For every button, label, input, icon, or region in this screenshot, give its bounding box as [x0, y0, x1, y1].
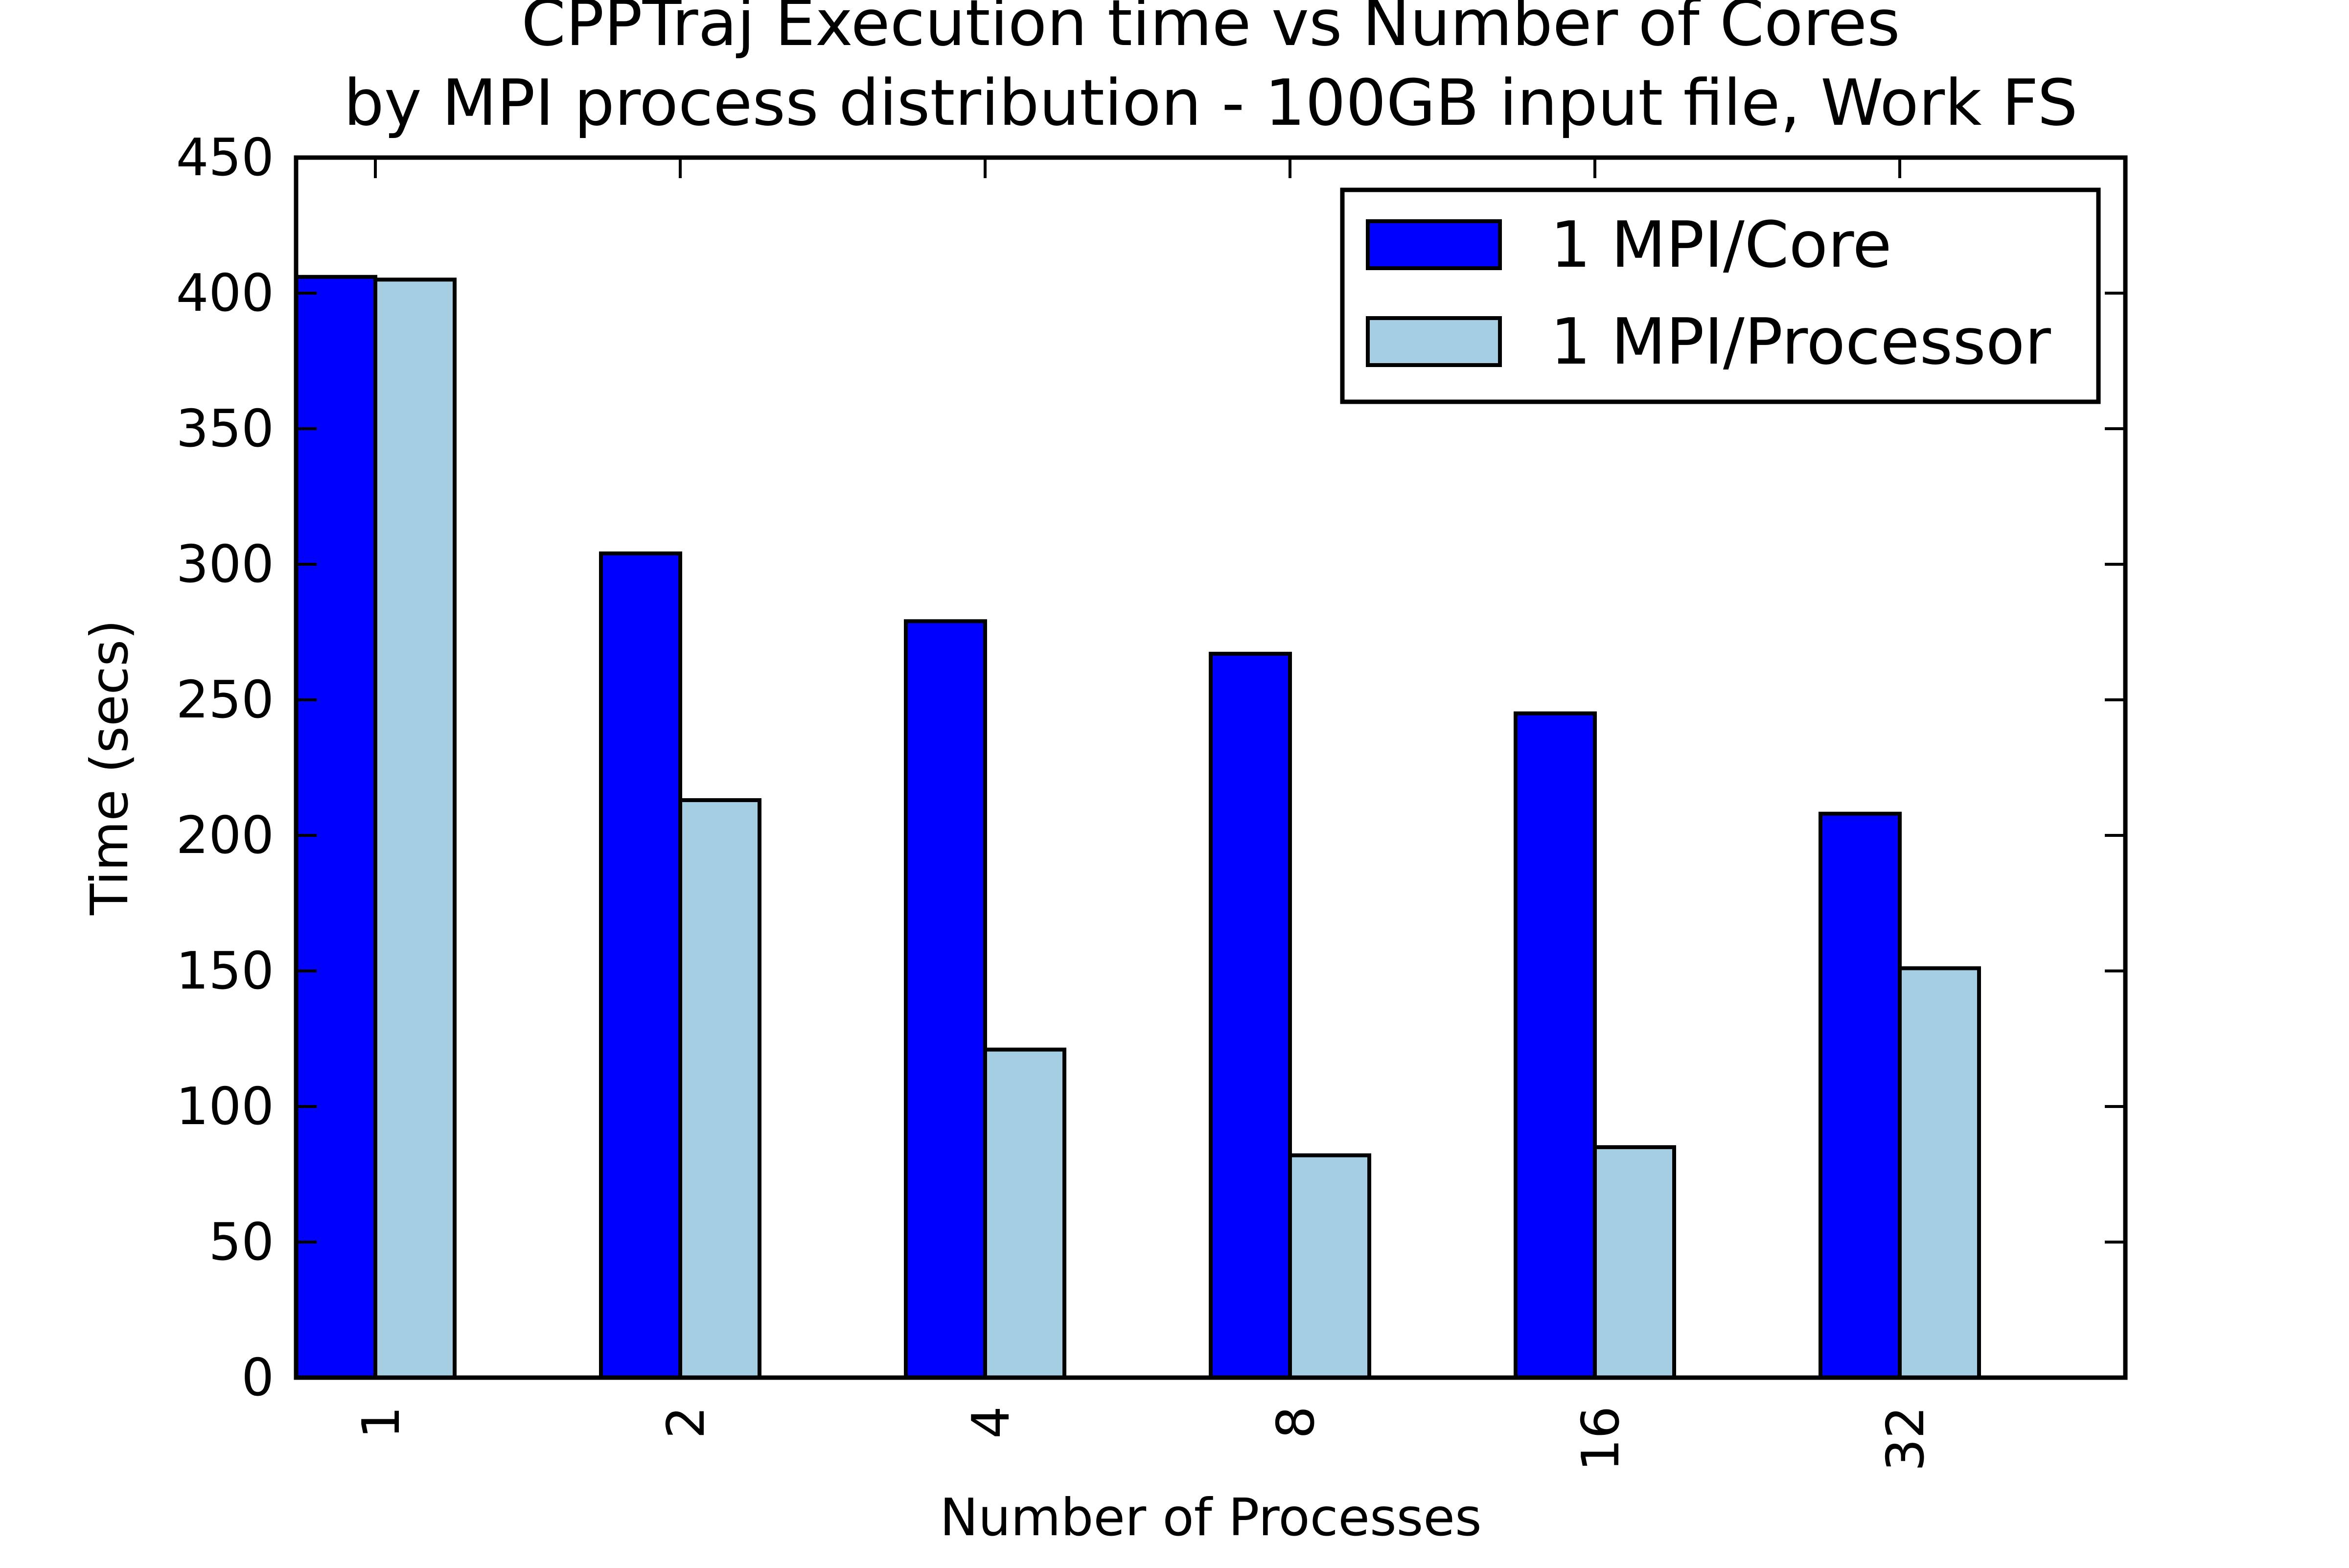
chart-title: CPPTraj Execution time vs Number of Core…	[521, 0, 1900, 60]
y-tick-label: 0	[241, 1348, 274, 1407]
y-tick-label: 300	[176, 534, 274, 594]
y-tick-label: 100	[176, 1077, 274, 1136]
y-tick-label: 50	[208, 1212, 274, 1272]
bar-2-8	[1288, 1153, 1371, 1380]
bars-layer	[294, 275, 1981, 1380]
bar-2-32	[1898, 966, 1981, 1380]
bar-2-4	[983, 1047, 1066, 1380]
x-tick-label: 8	[1266, 1406, 1326, 1439]
x-tick-label: 4	[961, 1406, 1021, 1439]
y-tick-label: 250	[176, 670, 274, 730]
y-tick-label: 450	[176, 128, 274, 187]
ticks-layer: 0 50 100 150 200 250 300 350 400 450 1 2 4 8 16 32	[176, 128, 2125, 1472]
legend-swatch-1	[1366, 219, 1502, 270]
y-axis-label: Time (secs)	[80, 620, 139, 916]
bar-1-2	[599, 551, 682, 1380]
x-tick-label: 32	[1876, 1406, 1935, 1472]
x-tick-label: 1	[351, 1406, 411, 1439]
x-tick-label: 16	[1571, 1406, 1631, 1472]
bar-2-2	[678, 798, 761, 1380]
bar-1-4	[904, 619, 987, 1380]
legend-label-2: 1 MPI/Processor	[1550, 304, 2051, 379]
legend-label-1: 1 MPI/Core	[1550, 208, 1892, 282]
plot-area-frame	[294, 155, 2128, 1380]
legend-swatch-2	[1366, 316, 1502, 367]
bar-2-1	[373, 277, 457, 1380]
y-tick-label: 350	[176, 399, 274, 459]
y-tick-label: 400	[176, 263, 274, 323]
bar-1-16	[1514, 711, 1597, 1380]
legend: 1 MPI/Core 1 MPI/Processor	[1340, 187, 2101, 404]
bar-1-32	[1819, 811, 1902, 1380]
x-axis-label: Number of Processes	[940, 1488, 1481, 1547]
y-tick-label: 150	[176, 941, 274, 1001]
bar-1-8	[1209, 651, 1292, 1380]
x-tick-label: 2	[656, 1406, 716, 1439]
chart-subtitle: by MPI process distribution - 100GB inpu…	[344, 66, 2078, 140]
bar-2-16	[1593, 1145, 1676, 1380]
y-tick-label: 200	[176, 806, 274, 865]
bar-1-1	[294, 275, 377, 1380]
